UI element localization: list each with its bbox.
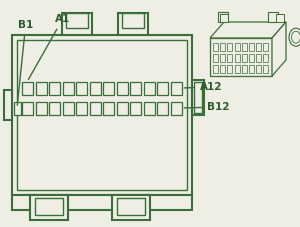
Text: B12: B12	[184, 102, 230, 112]
Bar	[249, 43, 254, 51]
Bar	[210, 38, 272, 76]
Bar	[103, 82, 114, 95]
Bar	[22, 82, 33, 95]
Bar	[256, 65, 261, 73]
Bar	[116, 82, 128, 95]
Bar	[103, 102, 114, 115]
Bar	[4, 90, 12, 120]
Bar	[256, 54, 261, 62]
Bar	[220, 54, 225, 62]
Bar	[117, 198, 145, 215]
Bar	[249, 65, 254, 73]
Ellipse shape	[292, 31, 300, 43]
Bar	[35, 198, 63, 215]
Ellipse shape	[289, 28, 300, 46]
Text: A12: A12	[184, 82, 223, 92]
Bar	[220, 43, 225, 51]
Bar	[227, 54, 232, 62]
Bar	[143, 102, 155, 115]
Polygon shape	[272, 22, 286, 76]
Bar	[220, 14, 228, 22]
Bar	[112, 195, 150, 220]
Bar	[62, 102, 74, 115]
Bar	[35, 102, 46, 115]
Bar	[30, 195, 68, 220]
Polygon shape	[210, 22, 286, 38]
Bar	[276, 14, 284, 22]
Bar	[242, 54, 247, 62]
Bar	[89, 82, 100, 95]
Bar	[213, 54, 218, 62]
Text: A1: A1	[28, 14, 70, 80]
Bar	[35, 82, 46, 95]
Bar	[220, 65, 225, 73]
Bar	[62, 13, 92, 35]
Bar	[170, 102, 182, 115]
Bar	[49, 82, 60, 95]
Bar	[242, 65, 247, 73]
Bar	[263, 65, 268, 73]
Bar	[213, 65, 218, 73]
Bar	[194, 82, 202, 113]
Bar	[14, 102, 21, 115]
Bar	[218, 12, 228, 22]
Bar	[76, 102, 87, 115]
Bar	[122, 13, 144, 28]
Bar	[235, 65, 240, 73]
Bar	[89, 102, 100, 115]
Bar	[76, 82, 87, 95]
Bar	[130, 102, 141, 115]
Bar	[249, 54, 254, 62]
Bar	[17, 40, 187, 190]
Bar	[227, 43, 232, 51]
Bar	[62, 82, 74, 95]
Text: B1: B1	[17, 20, 33, 105]
Bar	[157, 82, 168, 95]
Bar	[256, 43, 261, 51]
Bar	[12, 195, 192, 210]
Bar	[263, 54, 268, 62]
Bar	[192, 80, 204, 115]
Bar	[12, 35, 192, 195]
Bar	[49, 102, 60, 115]
Bar	[268, 12, 278, 22]
Bar	[263, 43, 268, 51]
Bar	[170, 82, 182, 95]
Bar	[143, 82, 155, 95]
Bar	[242, 43, 247, 51]
Bar	[227, 65, 232, 73]
Bar	[66, 13, 88, 28]
Bar	[116, 102, 128, 115]
Bar	[130, 82, 141, 95]
Bar	[213, 43, 218, 51]
Bar	[157, 102, 168, 115]
Bar	[118, 13, 148, 35]
Bar	[235, 43, 240, 51]
Bar	[235, 54, 240, 62]
Bar	[22, 102, 33, 115]
